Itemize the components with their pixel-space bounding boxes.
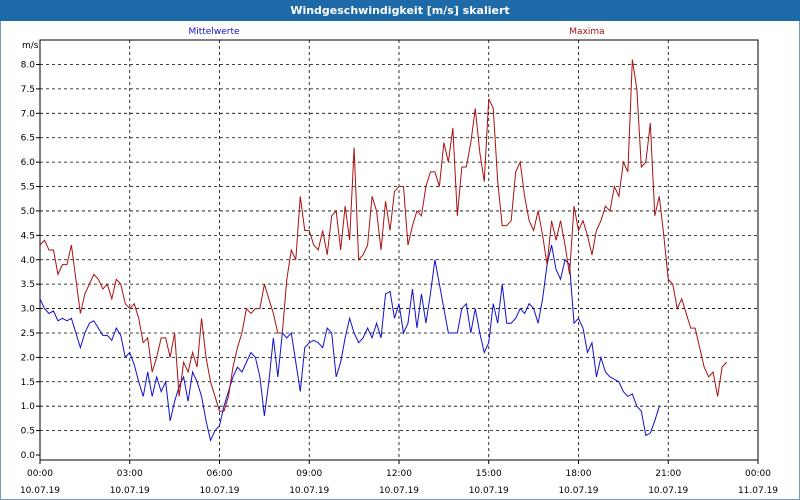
y-tick-label: 7.0	[21, 109, 36, 119]
y-tick-label: 6.5	[21, 134, 35, 144]
x-tick-time: 06:00	[207, 469, 233, 479]
x-tick-time: 15:00	[476, 469, 502, 479]
x-tick-date: 10.07.19	[199, 486, 239, 496]
y-axis-ticks: 0.0 0.5 1.0 1.5 2.0 2.5 3.0 3.5 4.0 4.5 5.0 5.5 6.0 6…	[21, 61, 40, 461]
x-axis-ticks: 00:00 10.07.19 03:00 10.07.19 06:00 10.07.19 0…	[20, 460, 778, 496]
y-tick-label: 0.0	[21, 451, 36, 461]
grid	[39, 39, 759, 461]
x-tick-date: 10.07.19	[469, 486, 509, 496]
y-tick-label: 4.5	[21, 231, 35, 241]
y-tick-label: 3.5	[21, 280, 35, 290]
x-tick-date: 10.07.19	[648, 486, 688, 496]
series-line-maxima	[39, 59, 727, 412]
chart-title: Windgeschwindigkeit [m/s] skaliert	[0, 0, 800, 21]
legend-mittelwerte: Mittelwerte	[188, 27, 239, 37]
x-tick-date: 10.07.19	[110, 486, 150, 496]
y-tick-label: 1.5	[21, 378, 35, 388]
y-tick-label: 6.0	[21, 158, 36, 168]
y-tick-label: 7.5	[21, 85, 35, 95]
y-tick-label: 4.0	[21, 256, 36, 266]
y-tick-label: 1.0	[21, 402, 36, 412]
x-tick-time: 18:00	[566, 469, 592, 479]
x-tick-time: 21:00	[655, 469, 681, 479]
y-axis-label: m/s	[22, 41, 39, 51]
x-tick-time: 03:00	[117, 469, 143, 479]
x-tick-date: 10.07.19	[558, 486, 598, 496]
series-line-mittelwerte	[39, 244, 660, 442]
series-layer	[39, 59, 727, 442]
y-tick-label: 5.0	[21, 207, 36, 217]
x-tick-date: 10.07.19	[289, 486, 329, 496]
x-tick-date: 11.07.19	[738, 486, 778, 496]
y-tick-label: 8.0	[21, 61, 36, 71]
x-tick-time: 12:00	[386, 469, 412, 479]
x-tick-time: 09:00	[296, 469, 322, 479]
legend-maxima: Maxima	[569, 27, 604, 37]
x-tick-date: 10.07.19	[20, 486, 60, 496]
x-tick-time: 00:00	[745, 469, 771, 479]
x-tick-date: 10.07.19	[379, 486, 419, 496]
y-tick-label: 0.5	[21, 427, 35, 437]
y-tick-label: 3.0	[21, 305, 36, 315]
y-tick-label: 2.0	[21, 353, 36, 363]
y-tick-label: 2.5	[21, 329, 35, 339]
x-tick-time: 00:00	[27, 469, 53, 479]
y-tick-label: 5.5	[21, 183, 35, 193]
